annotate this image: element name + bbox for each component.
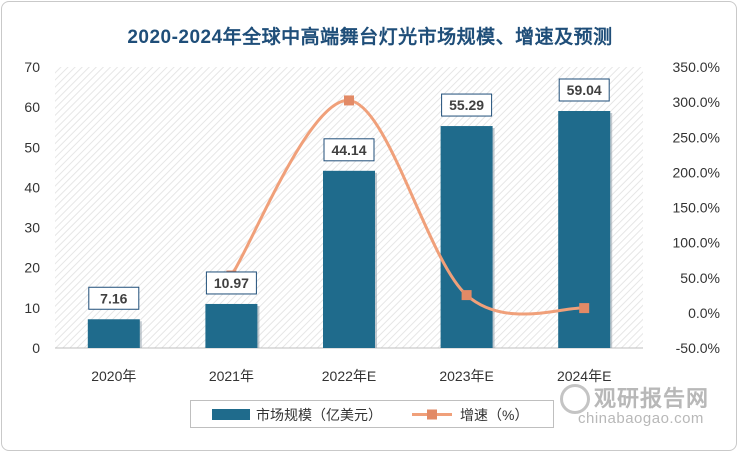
x-axis: 2020年 2021年 2022年E 2023年E 2024年E [91, 368, 611, 384]
x-tick-label: 2024年E [557, 368, 611, 384]
right-tick-label: 250.0% [673, 129, 720, 145]
x-tick-label: 2021年 [209, 368, 254, 384]
data-label: 10.97 [214, 275, 249, 291]
legend [190, 400, 554, 428]
data-label-box [441, 93, 493, 117]
data-label: 7.16 [100, 290, 127, 306]
x-tick-label: 2023年E [439, 368, 493, 384]
left-tick-label: 30 [24, 220, 40, 236]
bar [323, 170, 375, 348]
left-tick-label: 20 [24, 260, 40, 276]
right-tick-label: 200.0% [673, 164, 720, 180]
left-tick-label: 50 [24, 139, 40, 155]
data-labels: 7.16 10.97 44.14 55.29 59.04 [88, 78, 610, 310]
right-tick-label: 350.0% [673, 59, 720, 75]
watermark-cn: 观研报告网 [594, 387, 710, 412]
left-tick-label: 40 [24, 179, 40, 195]
data-label-box [323, 138, 375, 162]
right-tick-label: 0.0% [688, 305, 720, 321]
growth-marker [344, 95, 354, 106]
left-tick-label: 60 [24, 99, 40, 115]
data-label: 44.14 [331, 142, 366, 158]
left-axis: 0 10 20 30 40 50 60 70 [24, 59, 40, 356]
watermark-en: chinabaogao.com [578, 410, 704, 427]
right-tick-label: -50.0% [676, 340, 720, 356]
x-tick-label: 2022年E [322, 368, 376, 384]
right-tick-label: 100.0% [673, 235, 720, 251]
left-tick-label: 10 [24, 300, 40, 316]
data-label-box [558, 78, 610, 102]
data-label-box [205, 271, 257, 295]
legend-label-growth: 增速（%） [460, 407, 529, 423]
data-label-box [88, 286, 140, 310]
growth-marker [579, 303, 590, 314]
chart-title: 2020-2024年全球中高端舞台灯光市场规模、增速及预测 [127, 27, 613, 48]
bar [440, 126, 493, 348]
bar [205, 303, 258, 348]
right-tick-label: 150.0% [673, 200, 720, 216]
right-tick-label: 50.0% [680, 270, 720, 286]
right-tick-label: 300.0% [673, 94, 720, 110]
growth-line [230, 98, 585, 316]
right-axis: -50.0% 0.0% 50.0% 100.0% 150.0% 200.0% 250.0% 3… [673, 59, 720, 356]
bar [87, 319, 140, 348]
legend-label-market-size: 市场规模（亿美元） [256, 407, 382, 423]
left-tick-label: 70 [24, 59, 40, 75]
growth-marker [461, 290, 472, 301]
left-tick-label: 0 [32, 340, 40, 356]
watermark-logo-icon [560, 384, 590, 414]
data-label: 59.04 [567, 82, 602, 98]
x-tick-label: 2020年 [91, 368, 136, 384]
data-label: 55.29 [449, 97, 484, 113]
